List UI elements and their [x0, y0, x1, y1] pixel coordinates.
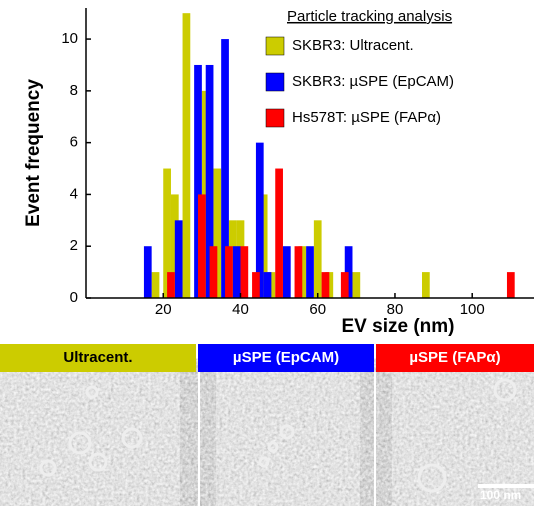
bar: [170, 194, 179, 298]
bar: [143, 246, 152, 298]
panel-header: [0, 344, 196, 372]
legend-label: SKBR3: µSPE (EpCAM): [292, 73, 454, 90]
x-tick-label: 100: [460, 301, 485, 318]
bar: [282, 246, 291, 298]
panel-header: [376, 344, 534, 372]
bar: [182, 13, 191, 298]
x-tick-label: 20: [155, 301, 172, 318]
panel-divider: [198, 372, 200, 506]
plot-area: [143, 13, 515, 298]
x-tick-label: 40: [232, 301, 249, 318]
micrograph: [376, 372, 534, 506]
bar: [194, 64, 202, 298]
y-tick-label: 10: [61, 30, 78, 47]
x-tick-label: 60: [309, 301, 326, 318]
bar: [252, 272, 260, 298]
y-tick-label: 8: [70, 82, 78, 99]
panel-header: [198, 344, 374, 372]
legend-swatch: [265, 72, 285, 92]
bar: [221, 39, 229, 298]
bar: [209, 246, 218, 298]
y-axis-label: Event frequency: [23, 79, 44, 227]
x-axis-label: EV size (nm): [342, 316, 455, 337]
bar: [174, 220, 183, 298]
panel-label: µSPE (FAPα): [409, 349, 500, 366]
legend-title: Particle tracking analysis: [287, 8, 452, 25]
bar: [422, 272, 430, 298]
bar: [506, 272, 515, 298]
bar: [198, 194, 206, 298]
bar: [163, 168, 171, 298]
vesicles: [39, 378, 517, 493]
scale-bar: [478, 484, 534, 488]
x-tick-label: 80: [387, 301, 404, 318]
legend-swatch: [265, 108, 285, 128]
bar: [205, 64, 214, 298]
micrograph-panels: 100 nm Ultracent. µSPE (EpCAM) µSPE (FAPα): [0, 344, 534, 506]
bar: [167, 272, 175, 298]
y-tick-label: 4: [70, 185, 78, 202]
axes: 0 2 4 6 8 10 20 40 60 80 100: [61, 8, 534, 318]
legend-swatch: [265, 36, 285, 56]
bar: [313, 220, 322, 298]
bar: [294, 246, 303, 298]
panel-label: µSPE (EpCAM): [233, 349, 339, 366]
bar: [352, 272, 361, 298]
y-tick-label: 6: [70, 134, 78, 151]
y-tick-label: 0: [70, 289, 78, 306]
bar: [255, 142, 264, 298]
panel-divider: [374, 372, 376, 506]
bar: [232, 246, 241, 298]
bar: [340, 272, 349, 298]
bar: [151, 272, 160, 298]
panel-label: Ultracent.: [63, 349, 132, 366]
bar: [213, 168, 222, 298]
bar: [321, 272, 330, 298]
legend-label: Hs578T: µSPE (FAPα): [292, 109, 441, 126]
bar: [275, 168, 283, 298]
legend: SKBR3: Ultracent. SKBR3: µSPE (EpCAM) Hs57…: [265, 36, 454, 128]
y-tick-label: 2: [70, 237, 78, 254]
bar: [306, 246, 314, 298]
scale-bar-label: 100 nm: [480, 488, 521, 502]
bar: [225, 246, 233, 298]
bar: [263, 272, 272, 298]
bar: [240, 246, 249, 298]
legend-label: SKBR3: Ultracent.: [292, 37, 414, 54]
